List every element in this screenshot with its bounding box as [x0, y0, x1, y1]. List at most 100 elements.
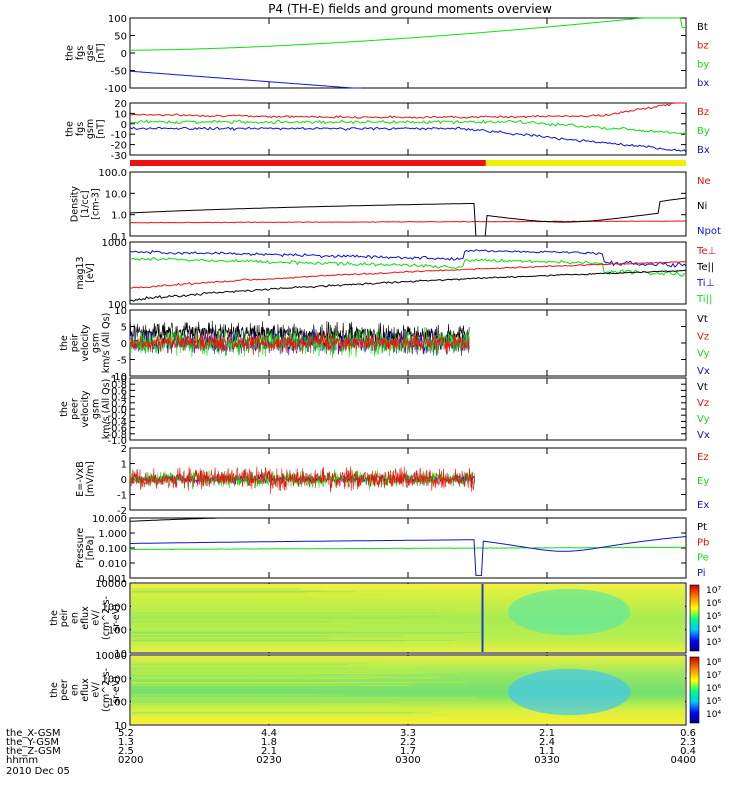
y-tick-label: 1.000: [98, 529, 127, 540]
y-tick-label: 10.0: [105, 189, 127, 200]
y-tick-label: 1.0: [111, 374, 127, 385]
y-tick-label: -20: [111, 141, 127, 152]
y-tick-label: 100: [108, 14, 127, 25]
y-tick-label: -10: [111, 130, 127, 141]
legend-entry-vy: Vy: [697, 414, 710, 425]
y-axis-label: km/s (All Qs): [101, 313, 112, 374]
y-axis-label: the: [59, 401, 70, 417]
series-pe: [129, 546, 687, 551]
y-axis-label: the: [49, 610, 60, 626]
y-tick-label: 1.0: [111, 211, 127, 222]
ephem-z: 0.4: [680, 746, 696, 757]
y-axis-label: gsm: [90, 399, 101, 419]
y-tick-label: 2: [121, 444, 127, 455]
y-tick-label: 10000: [95, 579, 127, 590]
ephem-x: 5.2: [118, 728, 134, 739]
y-tick-label: 0: [121, 475, 127, 486]
legend-entry-vz: Vz: [697, 398, 709, 409]
colorbar: [689, 584, 700, 652]
legend-entry-bx: Bx: [697, 145, 710, 156]
spectrogram-enhancement: [508, 588, 631, 636]
ephem-y: 2.3: [680, 737, 696, 748]
ephem-y: 1.8: [261, 737, 277, 748]
legend-entry-bt: Bt: [697, 22, 708, 33]
legend-entry-bz: Bz: [697, 107, 709, 118]
colorbar-tick-label: 10⁴: [706, 710, 721, 720]
y-tick-label: -10: [111, 372, 127, 383]
series-te-par: [129, 269, 687, 302]
y-axis-label: sr-eV): [111, 676, 122, 704]
legend-entry-bz: bz: [697, 41, 709, 52]
y-axis-label: [nT]: [96, 43, 107, 62]
ephem-x: 3.3: [400, 728, 416, 739]
panel-frame: [129, 377, 687, 441]
series-by: [129, 119, 687, 136]
colorbar: [689, 656, 700, 724]
y-axis-label: E=-VxB: [75, 461, 86, 496]
y-axis-label: eV/: [90, 681, 101, 697]
colorbar-tick-label: 10⁶: [706, 684, 721, 694]
y-tick-label: -1.0: [107, 436, 127, 447]
panel-temperature: 1000 100 mag13 [eV] Te⊥ Te|| Ti⊥ Ti||: [75, 238, 716, 311]
y-tick-label: 1000: [102, 238, 127, 249]
y-axis-label: gse: [85, 44, 96, 61]
series-pi: [130, 536, 687, 576]
legend-entry-by: by: [697, 59, 709, 70]
y-tick-label: 0.1: [111, 232, 127, 243]
figure-title: P4 (TH-E) fields and ground moments over…: [268, 2, 552, 16]
ephem-z: 2.5: [118, 746, 134, 757]
ephem-time: 0200: [118, 755, 143, 766]
series-ti-perp: [129, 249, 687, 268]
y-axis-label: [nPa]: [85, 536, 96, 561]
ephem-y: 2.2: [400, 737, 416, 748]
colorbar-tick-label: 10⁷: [706, 586, 721, 596]
ephem-x: 2.1: [539, 728, 555, 739]
legend-entry-te⊥: Te⊥: [696, 246, 716, 257]
panel-efield: 2 1 0 -1 -2 E=-VxB [mV/m] Ez Ey Ex: [75, 444, 710, 517]
y-tick-label: -5: [117, 356, 127, 367]
panel-frame: [129, 241, 687, 305]
y-axis-label: en: [70, 612, 81, 624]
y-axis-label: the: [49, 682, 60, 698]
y-tick-label: 10: [114, 721, 127, 732]
y-axis-label: [1/cc]: [80, 190, 91, 217]
series-ez: [129, 466, 475, 495]
y-axis-label: [cm-3]: [90, 188, 101, 219]
y-axis-label: mag13: [75, 256, 86, 289]
panel-ion-spec: 10000 1000 100 10 the peir en eflux eV/(cm^2-s-s…: [49, 579, 722, 660]
y-axis-label: eV/: [90, 609, 101, 625]
ephem-z: 2.1: [261, 746, 277, 757]
legend-entry-te||: Te||: [696, 262, 714, 273]
y-tick-label: 0: [121, 120, 127, 131]
y-tick-label: 0: [121, 339, 127, 350]
y-tick-label: -0.2: [107, 411, 127, 422]
y-axis-label: eflux: [80, 678, 91, 702]
legend-entry-ni: Ni: [697, 201, 707, 212]
legend-entry-vx: Vx: [697, 430, 710, 441]
y-axis-label: gsm: [90, 333, 101, 353]
y-tick-label: -0.8: [107, 430, 127, 441]
colorbar-tick-label: 10⁸: [706, 658, 721, 668]
series-vt: [129, 320, 470, 351]
y-tick-label: 0.2: [111, 399, 127, 410]
y-axis-label: peer: [70, 398, 81, 420]
y-axis-label: (cm^2-s-: [101, 668, 112, 712]
y-axis-label: velocity: [80, 324, 91, 362]
panel-frame: [129, 171, 687, 237]
y-axis-label: Density: [70, 186, 81, 222]
y-axis-label: sr-eV): [111, 604, 122, 632]
colorbar-tick-label: 10³: [706, 638, 721, 648]
colorbar-tick-label: 10⁵: [706, 612, 721, 622]
y-axis-label: [eV]: [85, 263, 96, 283]
y-axis-label: (cm^2-s-: [101, 596, 112, 640]
y-axis-label: km/s (All Qs): [101, 379, 112, 440]
legend-entry-npot: Npot: [697, 226, 721, 237]
y-tick-label: 0.8: [111, 380, 127, 391]
ephem-time: 0330: [534, 755, 559, 766]
series-by: [130, 17, 687, 51]
mode-segment-0: [130, 160, 486, 166]
y-tick-label: -0.6: [107, 424, 127, 435]
y-tick-label: 20: [114, 99, 127, 110]
